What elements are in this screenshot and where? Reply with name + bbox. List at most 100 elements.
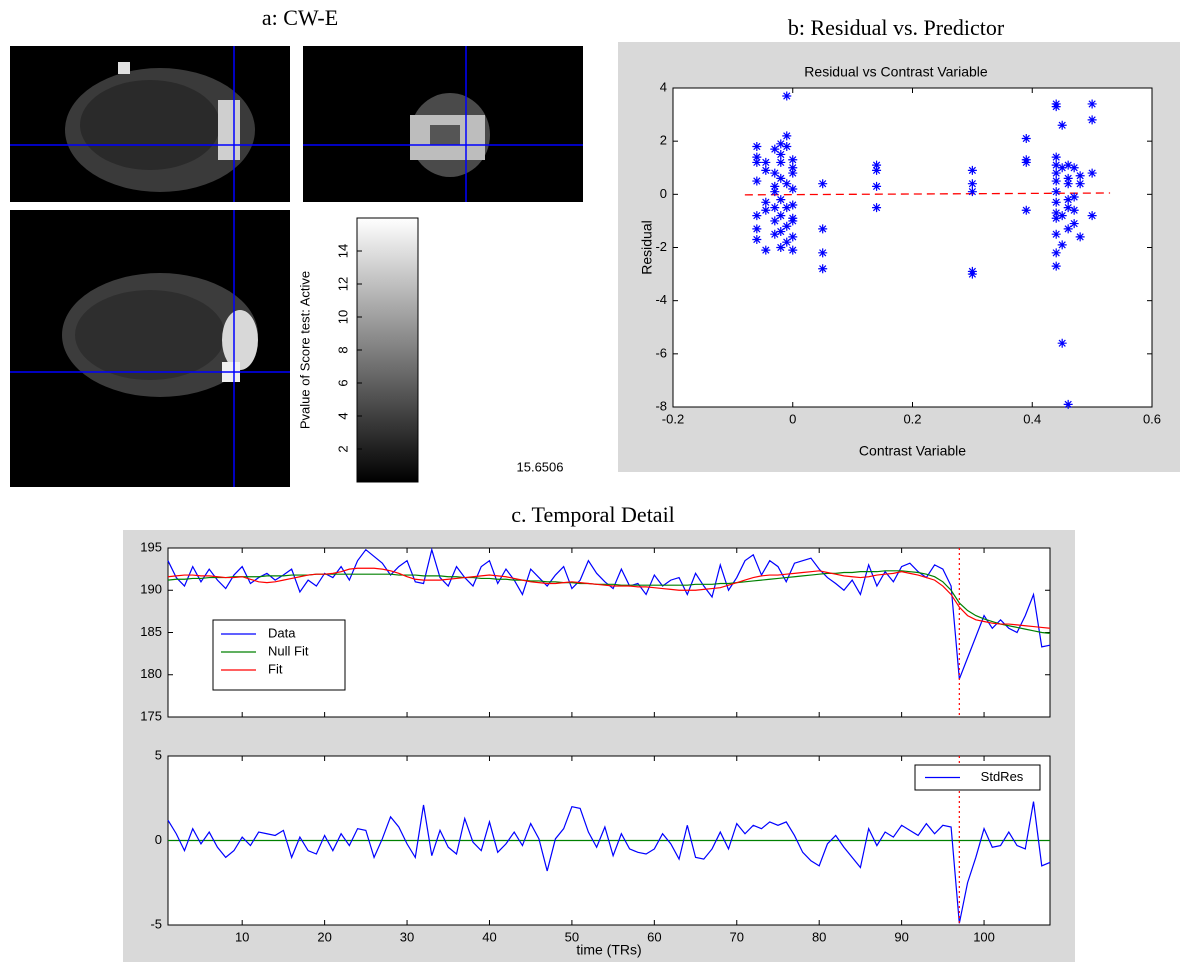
data-point xyxy=(776,139,786,149)
data-point xyxy=(752,157,762,167)
data-point xyxy=(788,168,798,178)
data-point xyxy=(1063,399,1073,409)
data-point xyxy=(818,224,828,234)
data-point xyxy=(1051,208,1061,218)
legend: StdRes xyxy=(914,764,1041,791)
data-point xyxy=(1069,219,1079,229)
data-point xyxy=(776,173,786,183)
data-point xyxy=(788,232,798,242)
data-point xyxy=(1063,195,1073,205)
data-point xyxy=(1021,134,1031,144)
data-point xyxy=(776,211,786,221)
data-point xyxy=(770,187,780,197)
panel-title: b: Residual vs. Predictor xyxy=(788,15,1005,40)
panel-title: c. Temporal Detail xyxy=(511,502,675,527)
data-point xyxy=(752,141,762,151)
data-point xyxy=(1051,248,1061,258)
colorbar-tick-label: 6 xyxy=(335,379,350,386)
data-point xyxy=(761,205,771,215)
colorbar-tick-label: 10 xyxy=(335,310,350,324)
colorbar xyxy=(356,217,419,483)
data-point xyxy=(782,237,792,247)
data-point xyxy=(770,168,780,178)
data-point xyxy=(776,157,786,167)
data-point xyxy=(770,216,780,226)
value-label: 15.6506 xyxy=(517,459,564,474)
data-point xyxy=(1051,213,1061,223)
data-point xyxy=(752,235,762,245)
data-point xyxy=(1057,211,1067,221)
data-point xyxy=(1051,102,1061,112)
x-tick-label: 90 xyxy=(894,929,908,944)
data-point xyxy=(1057,163,1067,173)
data-point xyxy=(1051,187,1061,197)
x-tick-label: 60 xyxy=(647,929,661,944)
x-tick-label: 10 xyxy=(235,929,249,944)
y-tick-label: 4 xyxy=(660,79,667,94)
data-point xyxy=(967,179,977,189)
x-tick-label: 40 xyxy=(482,929,496,944)
y-tick-label: -6 xyxy=(655,345,667,360)
data-point xyxy=(752,176,762,186)
y-tick-label: 185 xyxy=(140,624,162,639)
data-point xyxy=(782,91,792,101)
data-point xyxy=(770,181,780,191)
x-tick-label: 0.6 xyxy=(1143,411,1161,426)
data-point xyxy=(1087,99,1097,109)
colorbar-tick-label: 12 xyxy=(335,277,350,291)
data-point xyxy=(872,160,882,170)
data-point xyxy=(1069,205,1079,215)
x-axis-label: time (TRs) xyxy=(576,942,641,958)
data-point xyxy=(761,197,771,207)
y-axis-label: Residual xyxy=(639,220,655,274)
plot-area xyxy=(672,87,1153,408)
colorbar-tick-label: 14 xyxy=(335,244,350,258)
data-point xyxy=(770,203,780,213)
data-point xyxy=(1063,160,1073,170)
x-tick-label: 0 xyxy=(789,411,796,426)
data-point xyxy=(1051,168,1061,178)
colorbar-tick-label: 2 xyxy=(335,445,350,452)
data-point xyxy=(752,224,762,234)
data-point xyxy=(1051,229,1061,239)
y-tick-label: 0 xyxy=(155,832,162,847)
y-tick-label: -5 xyxy=(150,916,162,931)
x-tick-label: 0.4 xyxy=(1023,411,1041,426)
data-point xyxy=(782,141,792,151)
coronal-view xyxy=(303,46,583,202)
y-tick-label: -4 xyxy=(655,292,667,307)
data-point xyxy=(770,144,780,154)
data-point xyxy=(1087,115,1097,125)
data-point xyxy=(752,152,762,162)
data-point xyxy=(1087,211,1097,221)
data-point xyxy=(761,157,771,167)
data-point xyxy=(1075,232,1085,242)
data-point xyxy=(782,221,792,231)
x-tick-label: 70 xyxy=(730,929,744,944)
data-point xyxy=(1051,152,1061,162)
y-tick-label: 2 xyxy=(660,133,667,148)
data-point xyxy=(1087,168,1097,178)
data-point xyxy=(967,269,977,279)
data-point xyxy=(967,187,977,197)
data-point xyxy=(967,165,977,175)
data-point xyxy=(761,245,771,255)
data-point xyxy=(776,227,786,237)
y-tick-label: 190 xyxy=(140,582,162,597)
x-tick-label: 100 xyxy=(973,929,995,944)
data-point xyxy=(1075,171,1085,181)
data-point xyxy=(1069,163,1079,173)
data-point xyxy=(788,245,798,255)
data-point xyxy=(1051,160,1061,170)
y-tick-label: -8 xyxy=(655,398,667,413)
data-point xyxy=(1051,176,1061,186)
y-tick-label: 175 xyxy=(140,708,162,723)
colorbar-label: Pvalue of Score test: Active xyxy=(297,271,312,429)
data-point xyxy=(1075,179,1085,189)
data-point xyxy=(818,248,828,258)
x-tick-label: -0.2 xyxy=(662,411,684,426)
data-point xyxy=(788,216,798,226)
data-point xyxy=(782,179,792,189)
